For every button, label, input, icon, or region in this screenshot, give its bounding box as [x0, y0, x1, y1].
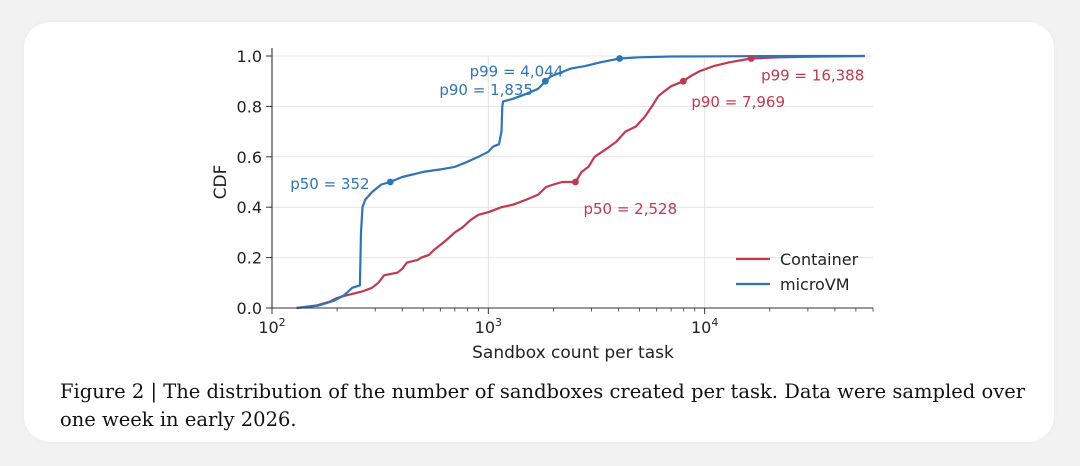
series-lines — [296, 54, 865, 310]
y-axis-label: CDF — [211, 165, 231, 200]
x-tick-label: 104 — [691, 316, 718, 337]
figure-card — [24, 22, 1054, 442]
annotation-label: p90 = 7,969 — [691, 93, 785, 111]
annotation-label: p50 = 352 — [290, 175, 369, 193]
series-line-container — [296, 54, 865, 310]
y-tick-label: 0.8 — [237, 97, 262, 116]
annotation-marker — [541, 77, 549, 85]
tick-labels: 0.0 0.2 0.4 0.6 0.8 1.0 102 103 104 — [237, 47, 719, 337]
annotation-label: p99 = 16,388 — [761, 67, 864, 85]
x-tick-label: 103 — [475, 316, 502, 337]
annotation-label: p99 = 4,044 — [470, 63, 564, 81]
cdf-chart: 0.0 0.2 0.4 0.6 0.8 1.0 102 103 104 p50 = 352 p90… — [211, 47, 874, 363]
x-tick-label: 102 — [258, 316, 285, 337]
legend-label: Container — [780, 250, 859, 269]
annotation-marker — [616, 55, 624, 62]
annotation-marker — [679, 77, 687, 85]
annotation-marker — [386, 178, 394, 186]
y-tick-label: 0.2 — [237, 249, 262, 268]
y-tick-label: 0.0 — [237, 299, 262, 318]
annotation-marker — [747, 55, 755, 62]
annotation-marker — [572, 178, 579, 186]
legend-label: microVM — [780, 275, 850, 294]
y-tick-label: 0.6 — [237, 148, 262, 167]
figure-caption: Figure 2 | The distribution of the numbe… — [60, 380, 1026, 431]
legend: Container microVM — [736, 250, 859, 294]
y-tick-label: 0.4 — [237, 198, 262, 217]
series-line-microvm — [296, 54, 865, 310]
axes — [266, 48, 874, 314]
x-axis-label: Sandbox count per task — [472, 343, 674, 363]
annotation-label: p50 = 2,528 — [583, 200, 677, 218]
y-tick-label: 1.0 — [237, 47, 262, 66]
annotation-label: p90 = 1,835 — [439, 81, 533, 99]
